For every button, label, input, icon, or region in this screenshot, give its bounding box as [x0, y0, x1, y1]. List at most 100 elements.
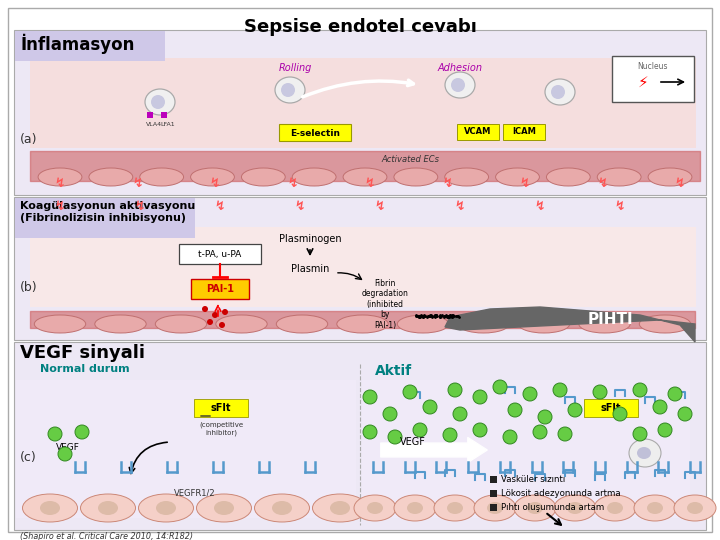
FancyBboxPatch shape [191, 279, 249, 299]
Text: LFA1: LFA1 [161, 122, 175, 127]
Text: (a): (a) [20, 133, 37, 146]
FancyBboxPatch shape [194, 399, 248, 417]
Ellipse shape [633, 427, 647, 441]
Text: (b): (b) [20, 280, 37, 294]
Text: VEGFR1/2: VEGFR1/2 [174, 488, 216, 497]
Ellipse shape [579, 315, 630, 333]
Bar [490, 476, 497, 483]
Ellipse shape [202, 306, 208, 312]
Ellipse shape [191, 168, 235, 186]
Ellipse shape [403, 385, 417, 399]
Ellipse shape [272, 501, 292, 515]
Text: ↯: ↯ [55, 200, 66, 213]
Ellipse shape [275, 77, 305, 103]
Bar [490, 490, 497, 497]
Ellipse shape [546, 168, 590, 186]
Text: İnflamasyon: İnflamasyon [20, 34, 135, 54]
Ellipse shape [448, 383, 462, 397]
Ellipse shape [363, 425, 377, 439]
Ellipse shape [473, 423, 487, 437]
Ellipse shape [388, 430, 402, 444]
Text: Pıhtı oluşumunda artam: Pıhtı oluşumunda artam [501, 503, 604, 512]
Text: ↯: ↯ [215, 200, 225, 213]
Ellipse shape [568, 403, 582, 417]
Bar [14, 342, 706, 530]
Ellipse shape [593, 385, 607, 399]
Ellipse shape [594, 495, 636, 521]
Ellipse shape [222, 309, 228, 315]
FancyBboxPatch shape [584, 399, 638, 417]
Ellipse shape [648, 168, 692, 186]
Ellipse shape [214, 501, 234, 515]
Ellipse shape [678, 407, 692, 421]
Ellipse shape [508, 403, 522, 417]
Ellipse shape [453, 407, 467, 421]
Text: Lökosit adezyonunda artma: Lökosit adezyonunda artma [501, 489, 621, 498]
Ellipse shape [487, 502, 503, 514]
Ellipse shape [567, 502, 583, 514]
FancyBboxPatch shape [503, 124, 545, 140]
Bar [16, 380, 356, 518]
Ellipse shape [98, 501, 118, 515]
Ellipse shape [138, 494, 194, 522]
Ellipse shape [503, 430, 517, 444]
Ellipse shape [407, 502, 423, 514]
Text: ↯: ↯ [374, 200, 385, 213]
Text: Plasminogen: Plasminogen [279, 234, 341, 244]
Bar [362, 380, 690, 518]
Ellipse shape [156, 315, 207, 333]
Ellipse shape [337, 315, 388, 333]
Text: Activated ECs: Activated ECs [381, 154, 439, 164]
Bar [14, 197, 706, 340]
Ellipse shape [216, 315, 267, 333]
Text: Fibrin
degradation
(inhibited
by
PAI-1): Fibrin degradation (inhibited by PAI-1) [361, 279, 408, 329]
Polygon shape [445, 307, 695, 342]
Text: Normal durum: Normal durum [40, 364, 130, 374]
Ellipse shape [367, 502, 383, 514]
Text: Vasküler sızıntı: Vasküler sızıntı [501, 476, 565, 484]
Ellipse shape [668, 387, 682, 401]
FancyBboxPatch shape [612, 56, 694, 102]
FancyBboxPatch shape [15, 198, 195, 238]
Ellipse shape [145, 89, 175, 115]
Ellipse shape [443, 428, 457, 442]
Text: ↯: ↯ [294, 200, 305, 213]
Ellipse shape [219, 322, 225, 328]
Bar [161, 112, 167, 118]
Ellipse shape [527, 502, 543, 514]
Ellipse shape [363, 390, 377, 404]
Ellipse shape [81, 494, 135, 522]
Ellipse shape [458, 315, 509, 333]
Text: (c): (c) [20, 450, 37, 463]
Bar [30, 58, 696, 148]
Ellipse shape [89, 168, 132, 186]
FancyArrowPatch shape [381, 437, 487, 462]
Text: ↯: ↯ [132, 177, 143, 190]
Bar [14, 30, 706, 195]
Ellipse shape [95, 315, 146, 333]
Ellipse shape [613, 407, 627, 421]
Ellipse shape [312, 494, 367, 522]
Ellipse shape [637, 447, 651, 459]
Text: Rolling: Rolling [279, 63, 312, 73]
Text: Adhesion: Adhesion [438, 63, 482, 73]
Ellipse shape [495, 168, 539, 186]
Text: ↯: ↯ [598, 177, 608, 190]
Ellipse shape [538, 410, 552, 424]
Ellipse shape [58, 447, 72, 461]
Text: VEGF sinyali: VEGF sinyali [20, 344, 145, 362]
Ellipse shape [533, 425, 547, 439]
Ellipse shape [156, 501, 176, 515]
Ellipse shape [241, 168, 285, 186]
FancyBboxPatch shape [457, 124, 499, 140]
Text: VLA4: VLA4 [146, 122, 162, 127]
Ellipse shape [474, 495, 516, 521]
Ellipse shape [518, 315, 570, 333]
Ellipse shape [545, 79, 575, 105]
Text: Plasmin: Plasmin [291, 264, 329, 274]
FancyBboxPatch shape [8, 8, 712, 532]
Ellipse shape [633, 383, 647, 397]
Ellipse shape [343, 168, 387, 186]
Bar [147, 112, 153, 118]
Text: ↯: ↯ [675, 177, 685, 190]
